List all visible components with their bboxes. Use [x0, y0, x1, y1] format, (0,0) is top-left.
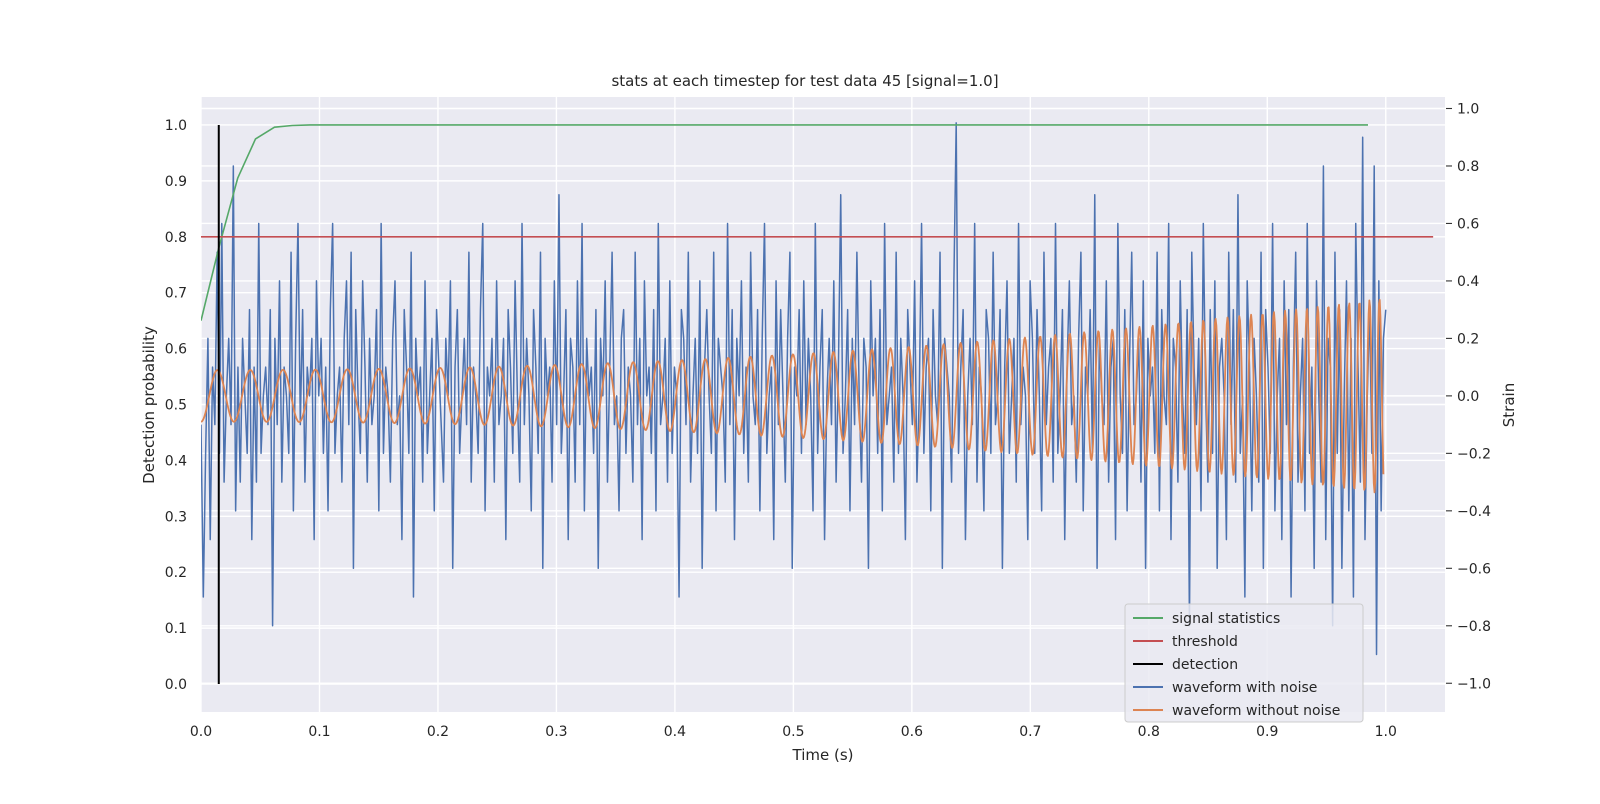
x-tick-label: 1.0 [1375, 724, 1397, 740]
x-tick-label: 0.9 [1256, 724, 1278, 740]
x-tick-label: 0.6 [901, 724, 923, 740]
x-tick-label: 0.8 [1138, 724, 1160, 740]
y-right-tick-label: 0.6 [1457, 216, 1479, 232]
y-tick-label: 0.5 [165, 398, 187, 414]
y-right-tick-label: 0.4 [1457, 274, 1479, 290]
legend-label-waveform-without-noise: waveform without noise [1172, 703, 1340, 719]
x-tick-labels: 0.0 0.1 0.2 0.3 0.4 0.5 0.6 0.7 0.8 0.9 1.0 [190, 724, 1397, 740]
legend-label-detection: detection [1172, 657, 1238, 673]
y-axis-label-right: Strain [1500, 383, 1518, 427]
chart-title: stats at each timestep for test data 45 … [611, 72, 998, 90]
legend-label-signal-statistics: signal statistics [1172, 611, 1280, 627]
right-tick-labels: −1.0 −0.8 −0.6 −0.4 −0.2 0.0 0.2 0.4 0.6 0.8 1.0 [1446, 101, 1491, 692]
y-right-tick-label: −0.4 [1457, 504, 1491, 520]
x-tick-label: 0.2 [427, 724, 449, 740]
legend: signal statistics threshold detection wavef… [1124, 603, 1364, 723]
y-tick-label: 0.2 [165, 565, 187, 581]
y-tick-label: 0.7 [165, 286, 187, 302]
y-tick-label: 0.6 [165, 342, 187, 358]
legend-box [1124, 603, 1364, 723]
y-axis-label: Detection probability [140, 326, 158, 484]
y-tick-label: 0.9 [165, 174, 187, 190]
x-axis-label: Time (s) [792, 746, 854, 764]
y-tick-label: 0.8 [165, 230, 187, 246]
y-right-tick-label: 0.2 [1457, 331, 1479, 347]
y-tick-label: 0.0 [165, 677, 187, 693]
x-tick-label: 0.0 [190, 724, 212, 740]
x-tick-label: 0.1 [308, 724, 330, 740]
y-right-tick-label: −0.6 [1457, 561, 1491, 577]
legend-label-threshold: threshold [1172, 634, 1238, 650]
y-right-tick-label: −0.8 [1457, 619, 1491, 635]
waveform-without-noise-line [201, 298, 1385, 494]
y-tick-label: 0.1 [165, 621, 187, 637]
waveform-with-noise-line [201, 122, 1387, 656]
y-right-tick-label: 1.0 [1457, 101, 1479, 117]
x-tick-label: 0.7 [1019, 724, 1041, 740]
y-right-tick-label: 0.0 [1457, 389, 1479, 405]
signal-statistics-line [201, 124, 1368, 321]
y-right-tick-label: −0.2 [1457, 446, 1491, 462]
series-layer [201, 122, 1434, 685]
x-tick-label: 0.4 [664, 724, 686, 740]
y-tick-label: 1.0 [165, 118, 187, 134]
x-tick-label: 0.3 [545, 724, 567, 740]
x-tick-label: 0.5 [782, 724, 804, 740]
y-right-tick-label: −1.0 [1457, 676, 1491, 692]
left-tick-labels: 0.0 0.1 0.2 0.3 0.4 0.5 0.6 0.7 0.8 0.9 1.0 [165, 118, 187, 693]
y-right-tick-label: 0.8 [1457, 159, 1479, 175]
legend-label-waveform-with-noise: waveform with noise [1172, 680, 1317, 696]
y-tick-label: 0.3 [165, 509, 187, 525]
y-tick-label: 0.4 [165, 453, 187, 469]
